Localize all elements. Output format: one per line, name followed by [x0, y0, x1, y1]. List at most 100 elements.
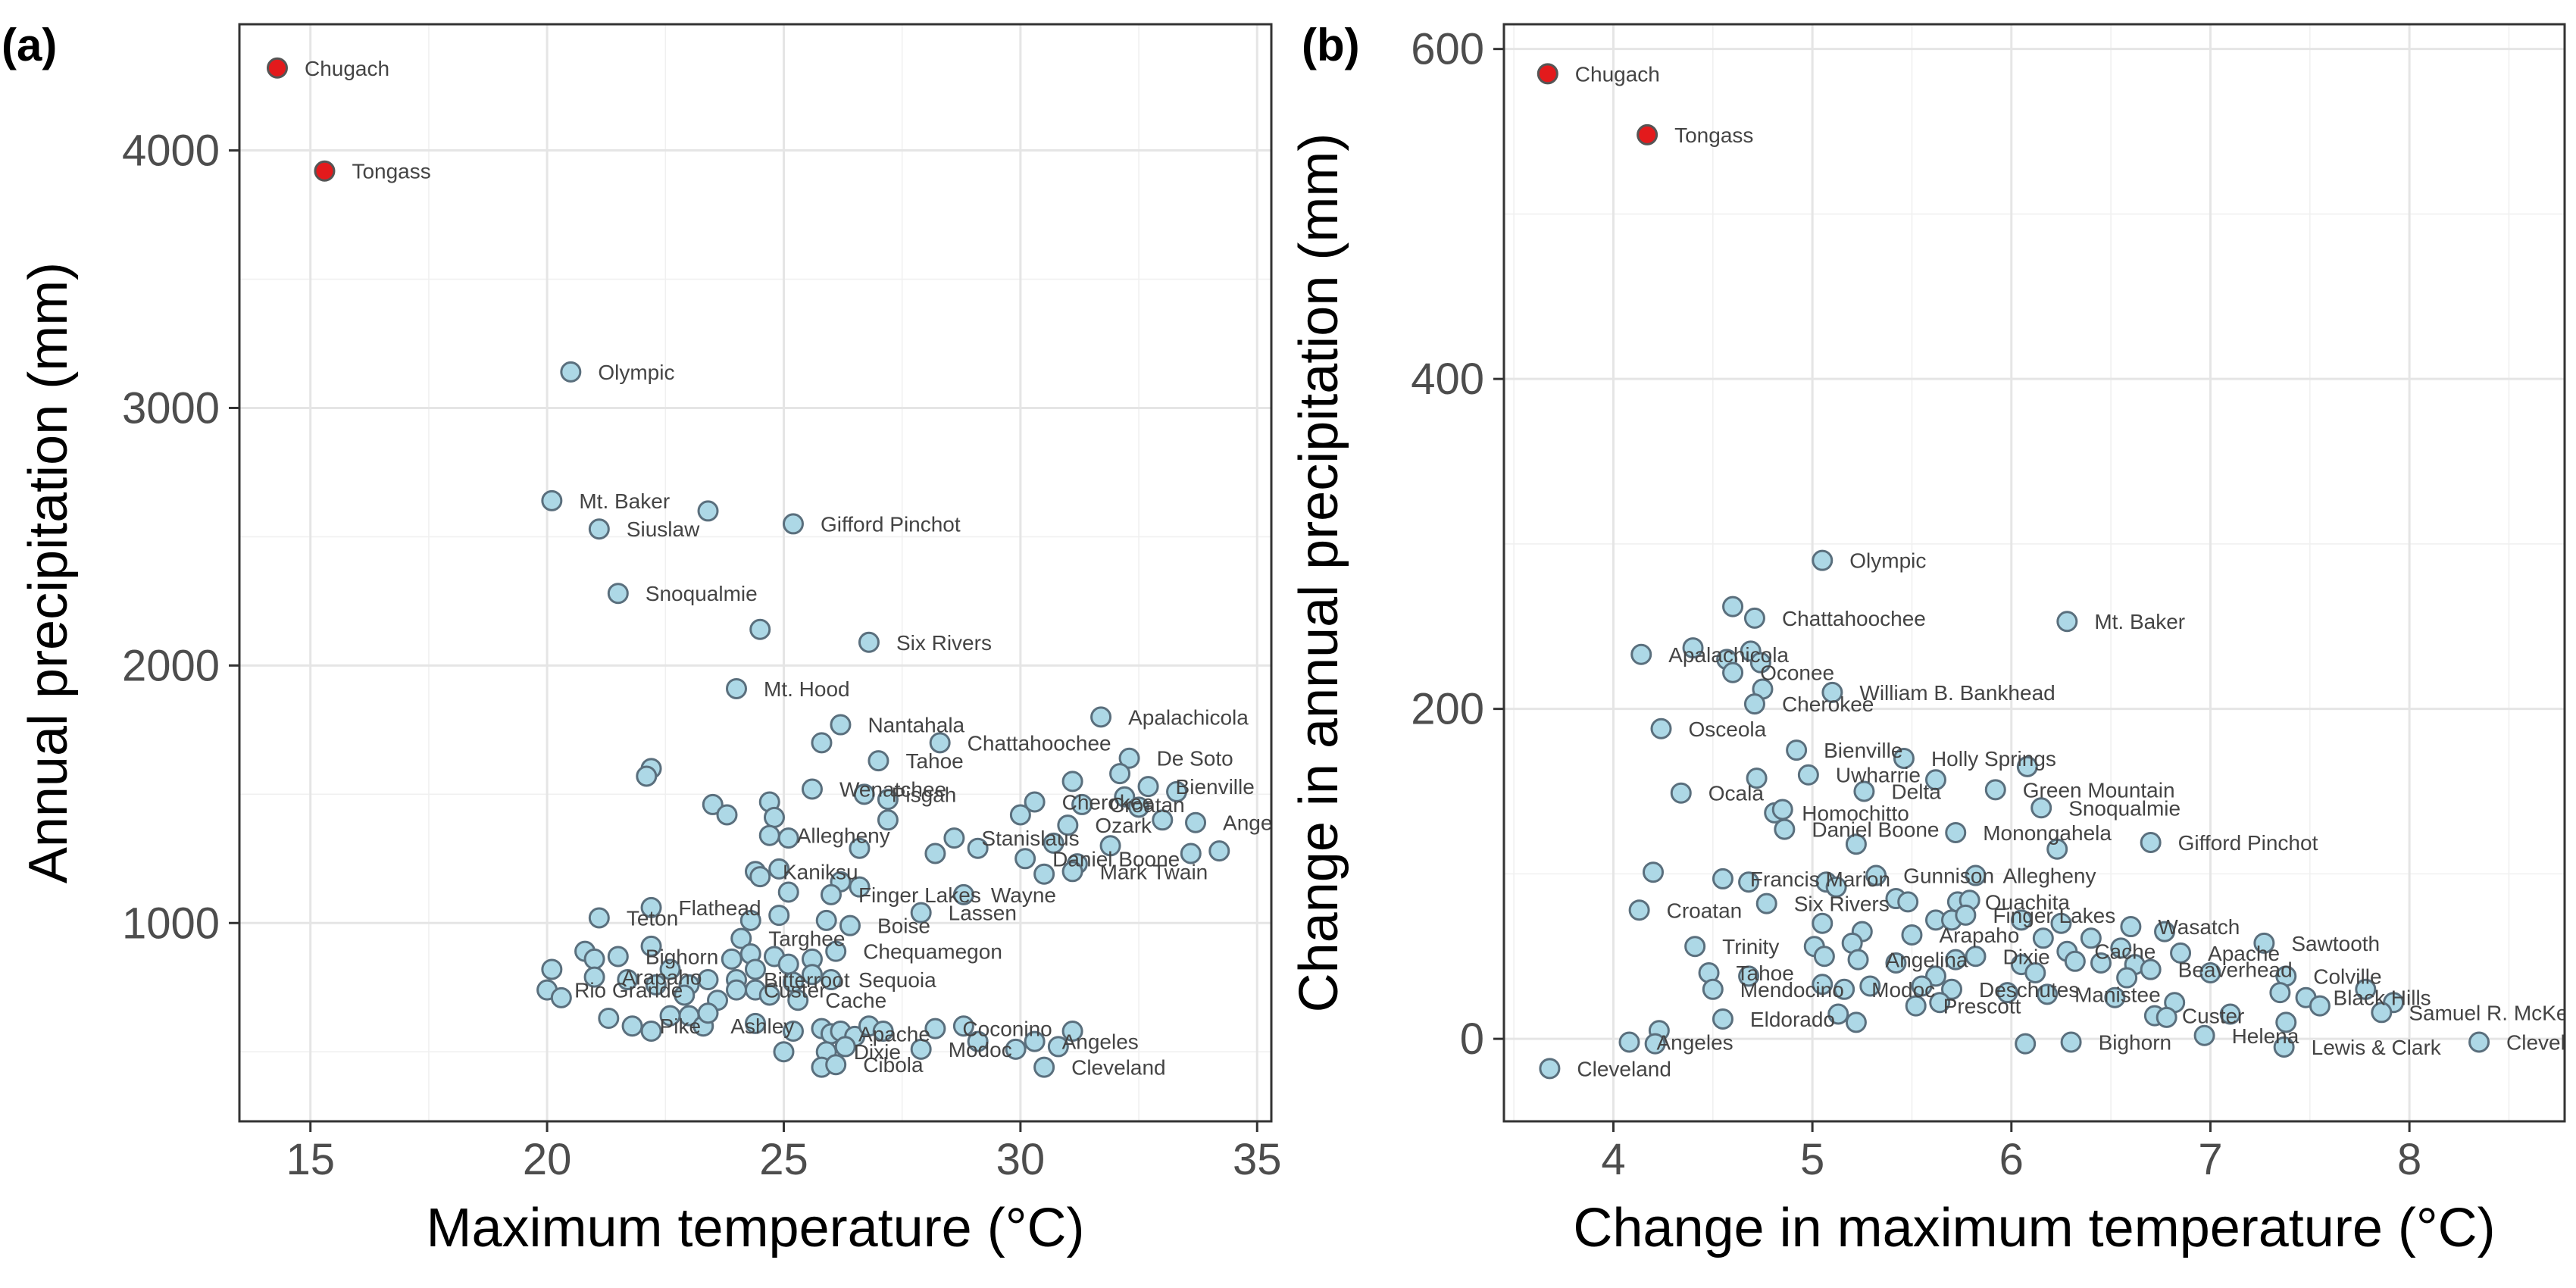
data-point — [583, 966, 605, 988]
data-point — [952, 883, 974, 905]
point-label: Ouachita — [1985, 890, 2070, 914]
point-label: Allegheny — [797, 824, 890, 848]
point-label: Delta — [1891, 780, 1941, 804]
point-label: De Soto — [1157, 747, 1233, 771]
data-point — [1642, 861, 1664, 883]
point-label: William B. Bankhead — [1859, 681, 2055, 705]
point-label: Apache — [858, 1022, 930, 1046]
data-point — [598, 1008, 620, 1030]
data-point — [2015, 1033, 2037, 1055]
data-point — [1797, 764, 1819, 786]
data-point — [721, 948, 742, 970]
panel-a-point-labels: Chugach Tongass Olympic Mt. Baker Siuslaw Gif… — [305, 57, 1299, 1080]
data-point — [1024, 791, 1046, 813]
data-point — [2120, 916, 2142, 938]
point-label: Prescott — [1943, 995, 2021, 1018]
data-point — [1897, 891, 1919, 913]
point-label: Deschutes — [1979, 978, 2079, 1002]
y-tick-label: 200 — [1411, 685, 1484, 734]
data-point — [2253, 932, 2275, 954]
data-point — [1118, 747, 1140, 769]
point-label: Francis Marion — [1750, 868, 1890, 891]
point-label: Arapaho — [1939, 924, 2019, 947]
data-point — [2140, 832, 2162, 854]
panel-b-xlabel: Change in maximum temperature (°C) — [1573, 1198, 2495, 1258]
data-point — [815, 909, 837, 931]
point-label: Chequamegon — [863, 940, 1002, 964]
panel-a: Chugach Tongass Olympic Mt. Baker Siuslaw Gif… — [2, 20, 1299, 1258]
data-point — [636, 765, 658, 787]
point-label: Snoqualmie — [646, 582, 758, 605]
data-point — [763, 806, 785, 828]
data-point — [1128, 796, 1150, 818]
data-point — [820, 883, 842, 905]
data-point — [1024, 1030, 1046, 1052]
data-point — [1099, 835, 1121, 857]
point-label: Angeles — [1223, 811, 1299, 835]
data-point — [1650, 717, 1672, 739]
data-point — [640, 1021, 662, 1043]
data-point — [2468, 1031, 2490, 1053]
point-label: Targhee — [768, 927, 845, 951]
data-point — [607, 946, 629, 968]
data-point — [1033, 863, 1055, 885]
data-point — [674, 984, 696, 1006]
x-tick-label: 35 — [1233, 1135, 1282, 1184]
x-tick-label: 5 — [1800, 1135, 1824, 1184]
data-point — [1090, 706, 1112, 728]
point-label: Tongass — [352, 160, 430, 183]
point-label: Dixie — [2003, 945, 2050, 968]
data-point — [1644, 1033, 1666, 1055]
highlight-point — [1637, 123, 1658, 145]
y-tick-label: 4000 — [122, 127, 220, 176]
data-point — [1071, 793, 1093, 815]
point-label: Cleveland — [1071, 1056, 1166, 1080]
data-point — [1630, 643, 1652, 665]
y-tick-label: 0 — [1460, 1014, 1484, 1064]
data-point — [621, 1015, 643, 1037]
data-point — [825, 1054, 847, 1076]
point-label: Six Rivers — [1794, 893, 1890, 916]
data-point — [716, 804, 738, 826]
point-label: Homochitto — [1802, 802, 1909, 825]
data-point — [2269, 982, 2291, 1004]
data-point — [1746, 767, 1768, 789]
data-point — [1893, 747, 1915, 769]
point-label: Sequoia — [858, 968, 936, 992]
data-point — [2116, 967, 2138, 989]
data-point — [1628, 899, 1650, 921]
point-label: Tahoe — [905, 749, 963, 773]
point-label: Olympic — [598, 361, 674, 384]
data-point — [2199, 962, 2221, 984]
point-label: Ocala — [1708, 782, 1765, 805]
point-label: Cleveland — [1577, 1057, 1671, 1080]
data-point — [1166, 780, 1188, 802]
data-point — [2275, 1011, 2297, 1033]
data-point — [1047, 1036, 1069, 1058]
point-label: Monongahela — [1983, 821, 2112, 845]
data-point — [782, 1021, 804, 1043]
data-point — [2046, 838, 2068, 860]
point-label: Cherokee — [1062, 791, 1154, 814]
data-point — [697, 969, 719, 991]
data-point — [929, 732, 951, 754]
point-label: Chattahoochee — [1782, 607, 1926, 630]
data-point — [943, 827, 965, 849]
point-label: Black Hills — [2334, 986, 2431, 1010]
point-label: Modoc — [1871, 978, 1935, 1002]
point-label: Apalachicola — [1668, 643, 1789, 667]
data-point — [967, 1030, 989, 1052]
data-point — [730, 927, 752, 949]
data-point — [1774, 818, 1796, 840]
point-label: Bienville — [1176, 775, 1255, 799]
data-point — [1845, 833, 1867, 855]
point-label: Uwharrie — [1836, 764, 1921, 787]
data-point — [853, 783, 875, 805]
data-point — [1738, 965, 1760, 987]
data-point — [1033, 1056, 1055, 1078]
point-label: Mark Twain — [1100, 860, 1208, 883]
point-label: Angeles — [1656, 1030, 1733, 1054]
data-point — [1786, 739, 1808, 761]
data-point — [1618, 1031, 1640, 1053]
data-point — [2010, 909, 2032, 931]
